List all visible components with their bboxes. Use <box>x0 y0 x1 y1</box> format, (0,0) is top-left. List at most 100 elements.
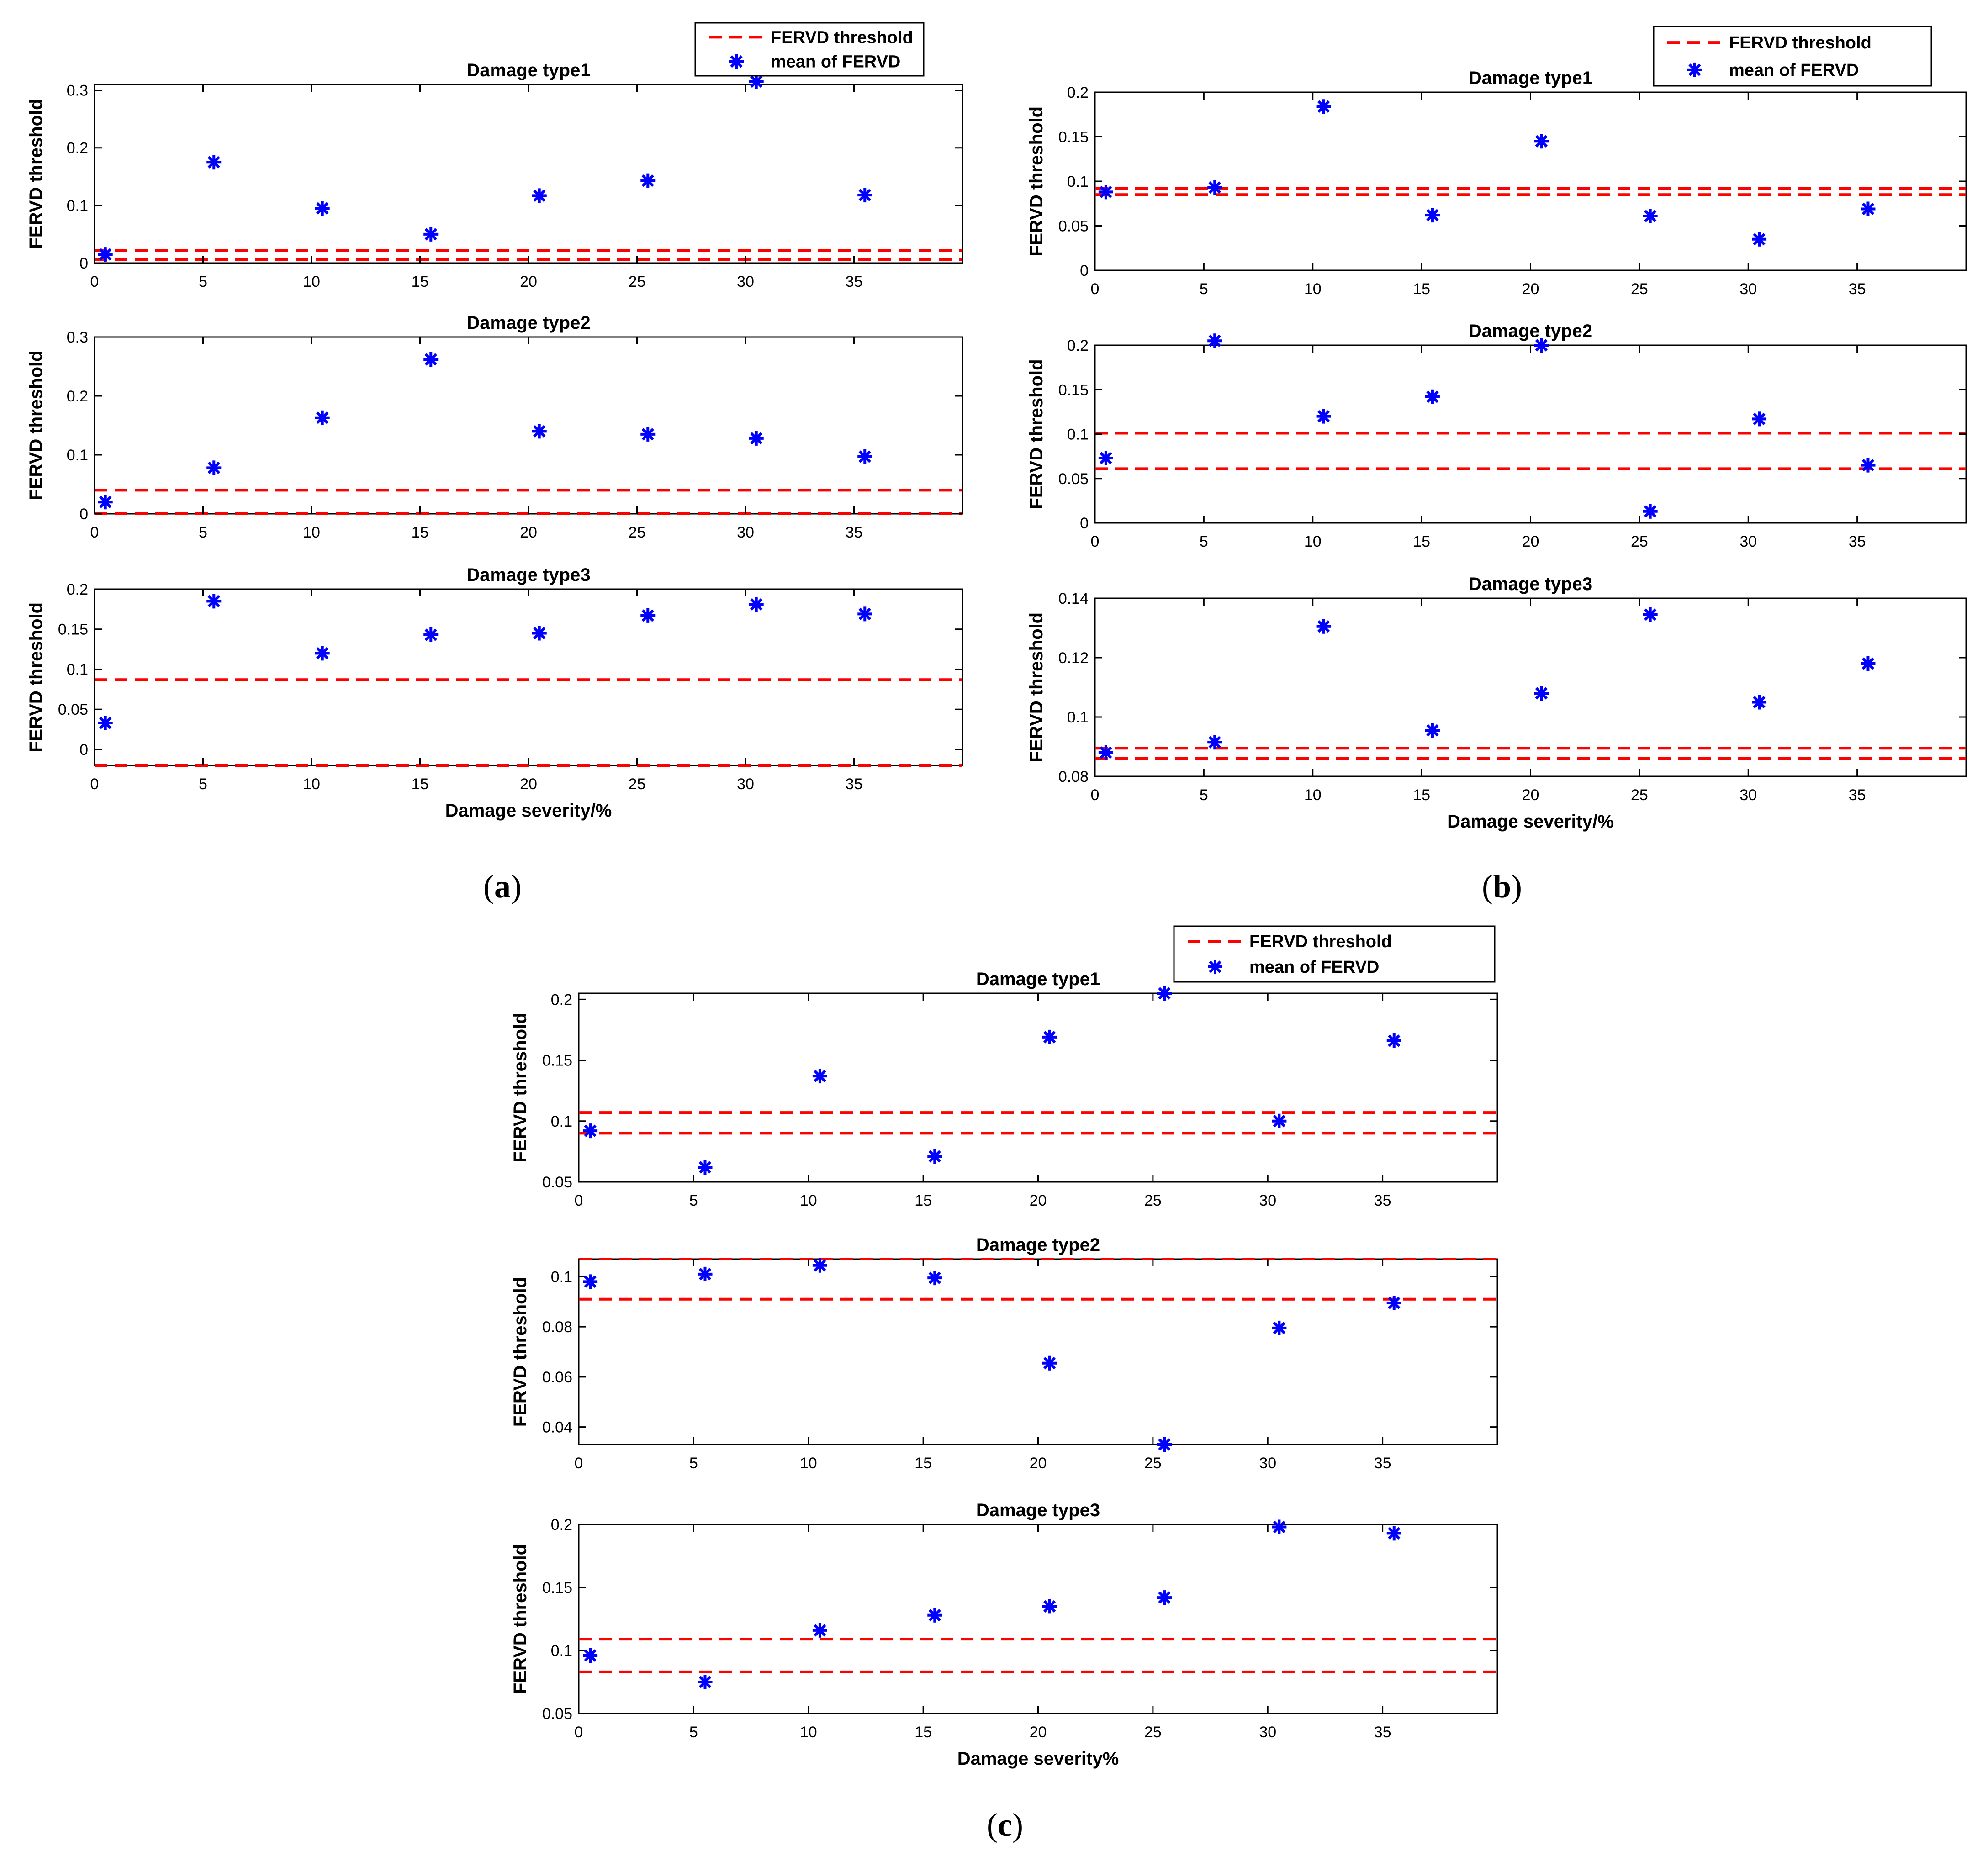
x-tick-label: 35 <box>1849 280 1866 298</box>
data-point <box>1425 208 1440 223</box>
data-point <box>423 352 439 367</box>
x-tick-label: 0 <box>1091 533 1100 550</box>
x-tick-label: 35 <box>1374 1724 1391 1741</box>
asterisk-stroke <box>1043 1031 1056 1044</box>
data-point <box>640 608 656 623</box>
subplot-c-2: 0 5 10 15 20 25 30 35 0.04 0.06 0.08 0.1 Damage type… <box>510 1235 1498 1472</box>
asterisk-stroke <box>1388 1034 1401 1047</box>
data-point <box>1316 619 1331 634</box>
asterisk-stroke <box>1317 410 1330 423</box>
y-tick-label: 0.1 <box>1067 426 1089 443</box>
data-point <box>1042 1355 1057 1371</box>
data-point <box>206 155 222 170</box>
data-point <box>1207 180 1222 195</box>
legend-b: FERVD threshold mean of FERVD <box>1653 26 1932 87</box>
data-point <box>1643 607 1658 622</box>
y-tick-label: 0.05 <box>542 1174 572 1191</box>
x-tick-label: 5 <box>1200 280 1208 298</box>
asterisk-stroke <box>1426 209 1439 221</box>
data-point <box>857 188 872 203</box>
data-point <box>532 626 547 641</box>
axes-box <box>94 588 963 766</box>
caption-paren-open: ( <box>483 868 494 905</box>
legend-mean-label: mean of FERVD <box>771 53 900 72</box>
asterisk-stroke <box>99 496 112 508</box>
y-tick-label: 0.1 <box>1067 173 1089 190</box>
asterisk-stroke <box>858 450 871 463</box>
asterisk-stroke <box>698 1268 712 1281</box>
data-point <box>1386 1033 1401 1048</box>
data-point <box>98 495 113 510</box>
x-tick-label: 15 <box>412 524 429 541</box>
data-point <box>1042 1599 1057 1614</box>
data-point <box>698 1160 713 1175</box>
subplot-title: Damage type3 <box>976 1500 1100 1520</box>
asterisk-stroke <box>1043 1600 1056 1613</box>
y-axis-label: FERVD threshold <box>26 602 46 752</box>
axes-box <box>578 1524 1498 1714</box>
legend-mean-label: mean of FERVD <box>1729 61 1859 80</box>
asterisk-stroke <box>316 411 329 424</box>
x-tick-label: 30 <box>1259 1455 1276 1472</box>
x-tick-label: 15 <box>412 775 429 793</box>
asterisk-stroke <box>584 1124 597 1137</box>
data-point <box>1157 1437 1172 1452</box>
data-point <box>1425 723 1440 738</box>
asterisk-stroke <box>1753 696 1766 709</box>
data-point <box>1098 451 1113 466</box>
data-point <box>1386 1526 1401 1541</box>
asterisk-stroke <box>1688 63 1701 76</box>
asterisk-stroke <box>99 248 112 261</box>
x-tick-label: 15 <box>1413 280 1430 298</box>
data-point <box>315 410 330 425</box>
x-tick-label: 5 <box>689 1724 698 1741</box>
data-point <box>1861 656 1876 671</box>
legend-mean-marker <box>729 54 744 69</box>
data-point <box>857 606 872 622</box>
x-tick-label: 5 <box>1200 533 1208 550</box>
x-tick-label: 15 <box>1413 786 1430 804</box>
subplot-a-2: 0 5 10 15 20 25 30 35 0 0.1 0.2 0.3 Damage type2 FERV… <box>26 313 963 541</box>
data-point <box>927 1271 942 1286</box>
y-tick-label: 0 <box>79 255 88 272</box>
asterisk-stroke <box>1753 412 1766 426</box>
asterisk-stroke <box>1753 233 1766 246</box>
x-tick-label: 30 <box>1740 533 1757 550</box>
data-point <box>1752 232 1767 247</box>
x-tick-label: 35 <box>846 524 863 541</box>
legend-box <box>1173 925 1496 983</box>
y-axis-label: FERVD threshold <box>510 1544 530 1694</box>
x-tick-label: 15 <box>915 1192 932 1209</box>
asterisk-stroke <box>1208 736 1221 749</box>
data-point <box>1386 1296 1401 1311</box>
asterisk-stroke <box>1317 620 1330 633</box>
legend-mean-marker <box>1687 62 1702 77</box>
x-tick-label: 0 <box>90 273 99 290</box>
x-tick-label: 25 <box>629 775 646 793</box>
subplot-a-3: 0 5 10 15 20 25 30 35 0 0.05 0.1 0.15 0.2 Damage type… <box>26 565 963 821</box>
x-tick-label: 35 <box>846 775 863 793</box>
x-tick-label: 20 <box>1030 1192 1047 1209</box>
subplot-b-3: 0 5 10 15 20 25 30 35 0.08 0.1 0.12 0.14 Damage type… <box>1026 574 1967 832</box>
asterisk-stroke <box>1861 202 1875 216</box>
asterisk-stroke <box>730 55 743 68</box>
y-tick-label: 0.1 <box>1067 709 1089 726</box>
y-tick-label: 0.2 <box>551 991 572 1008</box>
subplot-a-1: 0 5 10 15 20 25 30 35 0 0.1 0.2 0.3 Damage type1 FERV… <box>26 60 963 290</box>
x-tick-label: 0 <box>1091 786 1100 804</box>
x-tick-label: 25 <box>1631 280 1648 298</box>
asterisk-stroke <box>207 156 220 169</box>
data-point <box>1098 745 1113 760</box>
asterisk-stroke <box>698 1676 712 1688</box>
asterisk-stroke <box>1861 657 1875 670</box>
data-point <box>1534 686 1549 701</box>
y-tick-label: 0.05 <box>1058 218 1089 235</box>
x-tick-label: 35 <box>1374 1455 1391 1472</box>
y-tick-label: 0.3 <box>67 329 88 346</box>
y-tick-label: 0.05 <box>1058 470 1089 488</box>
y-tick-label: 0.12 <box>1058 649 1089 667</box>
data-point <box>206 460 222 475</box>
asterisk-stroke <box>750 598 763 611</box>
asterisk-stroke <box>641 609 654 622</box>
y-tick-label: 0 <box>1080 515 1089 532</box>
